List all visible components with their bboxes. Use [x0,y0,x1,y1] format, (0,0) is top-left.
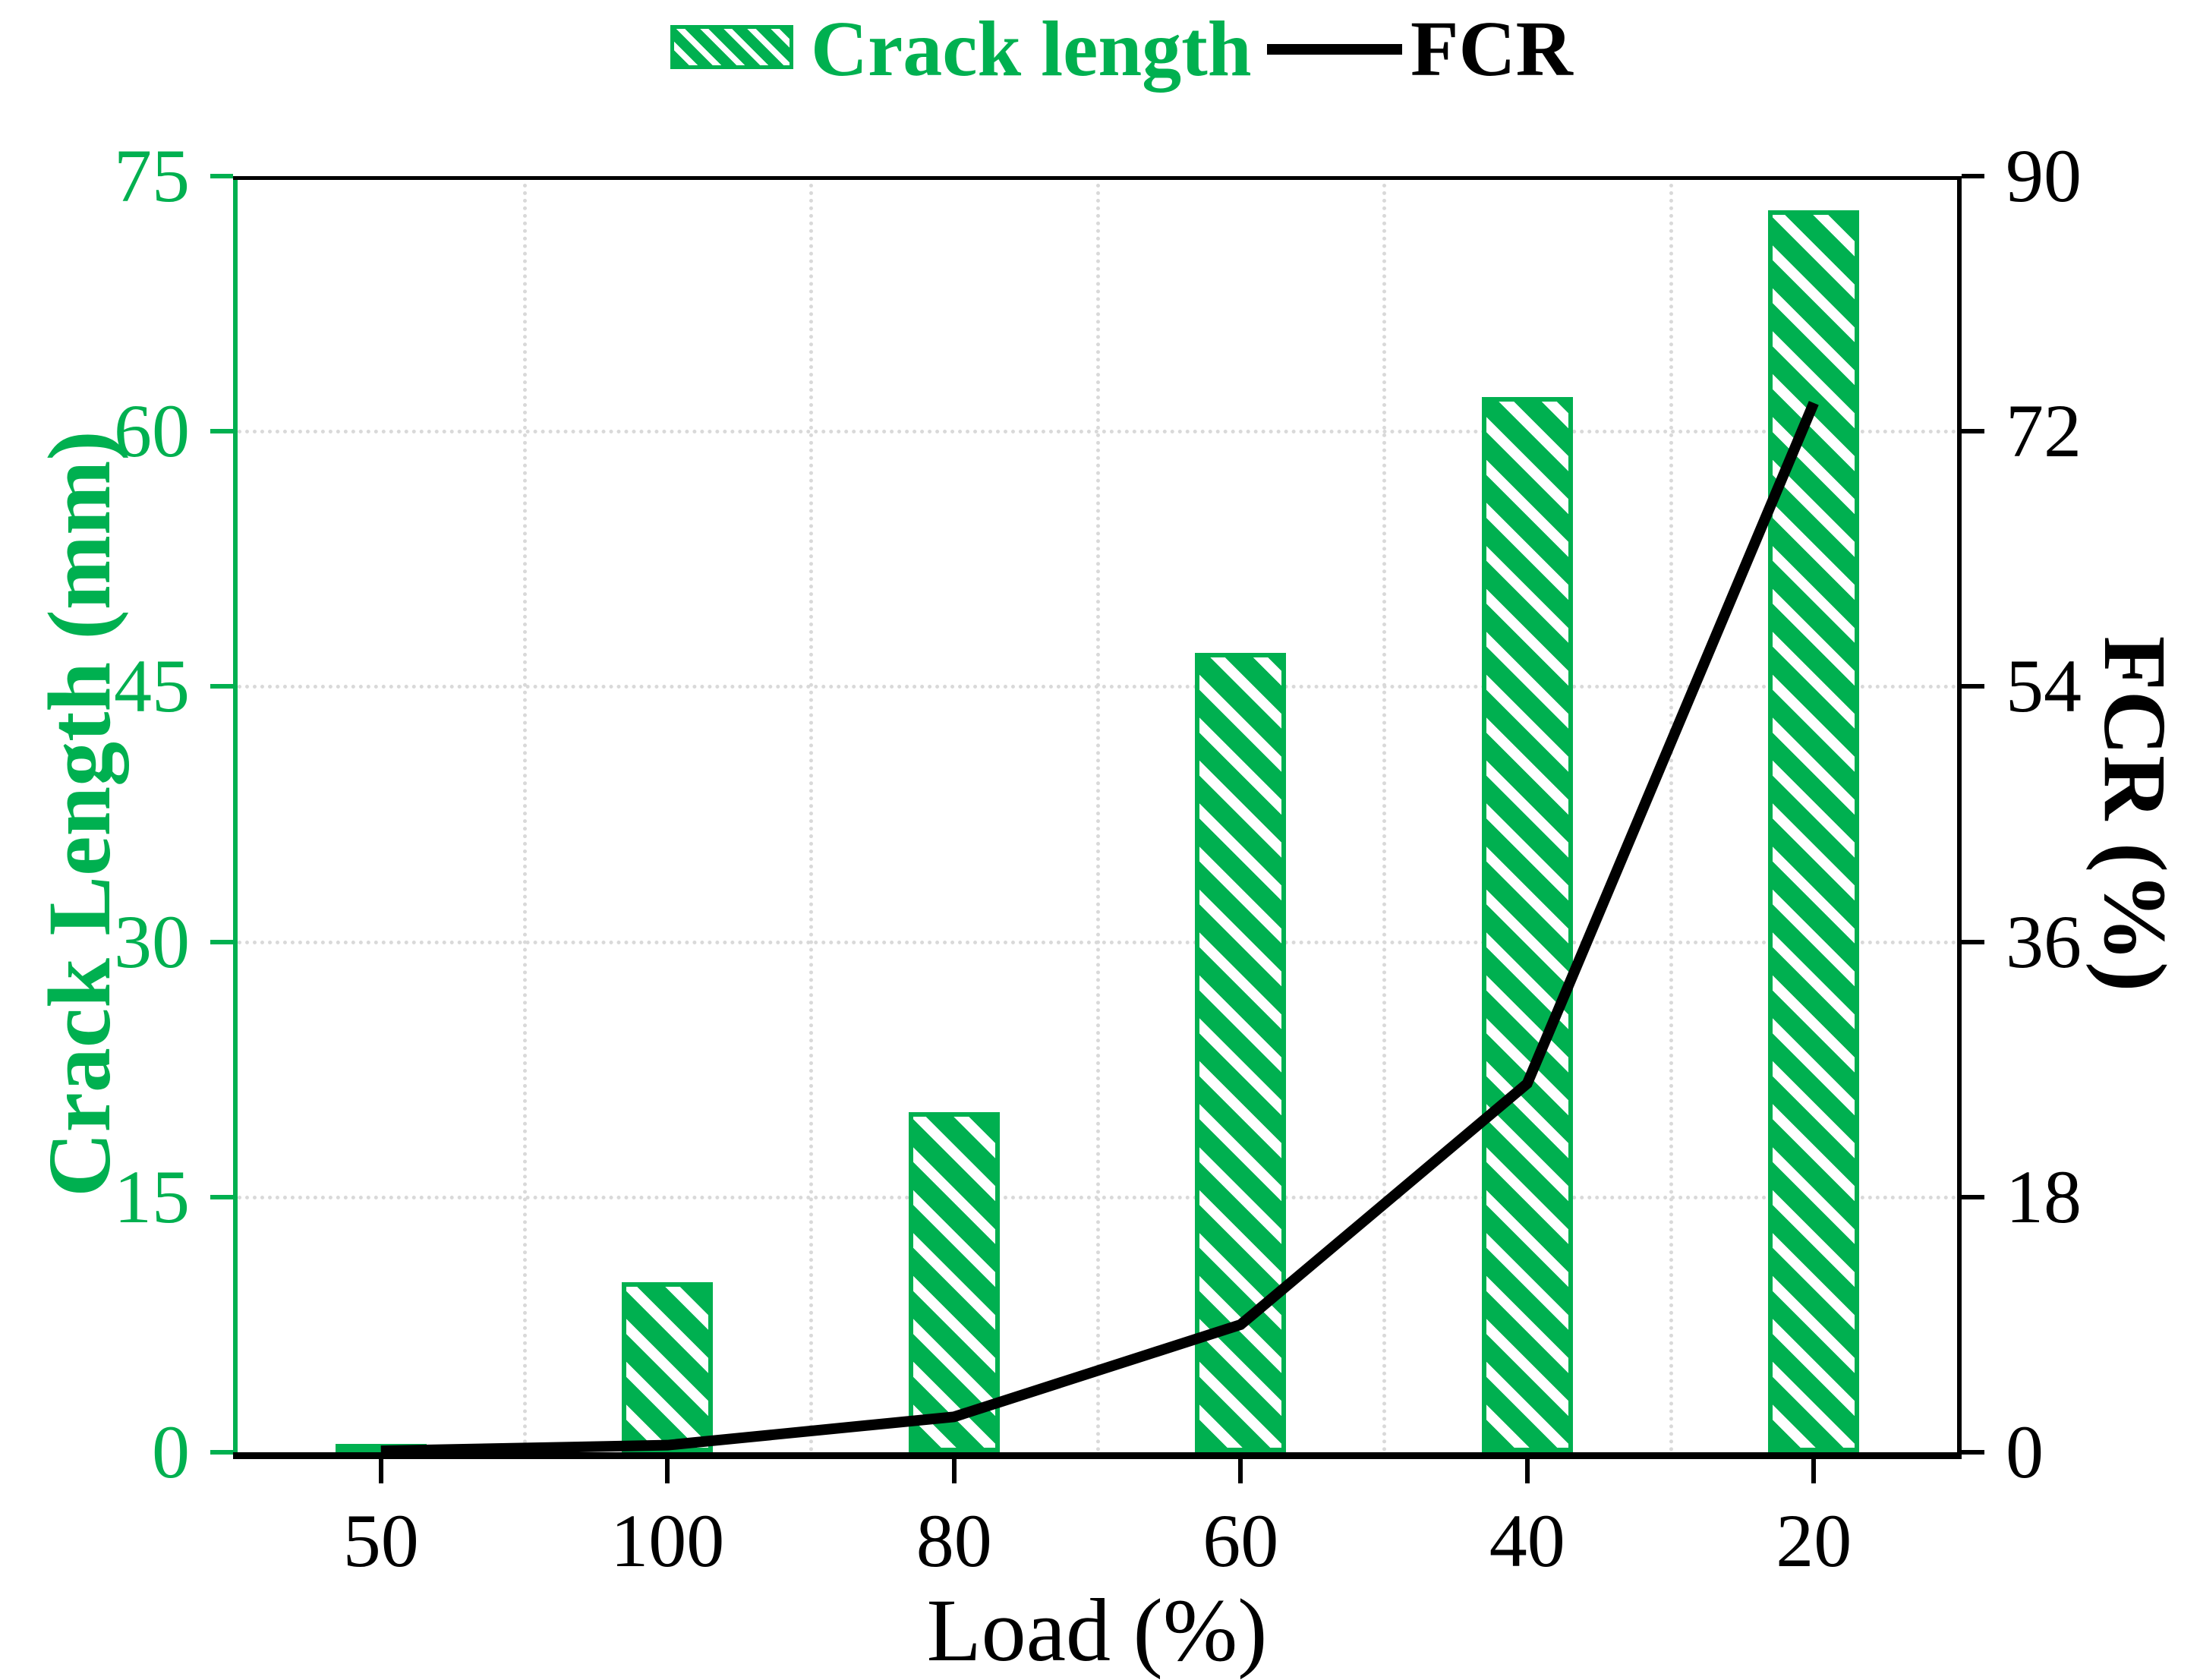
x-tick-label-40: 40 [1489,1499,1565,1583]
y-left-tick-0 [210,1450,233,1455]
x-tick-label-60: 60 [1202,1499,1279,1583]
y-left-tick-60 [210,429,233,434]
y-axis-right-spine [1957,176,1962,1459]
x-axis-title: Load (%) [926,1581,1268,1680]
y-axis-left-spine [233,176,238,1452]
x-axis-spine [233,1452,1962,1459]
y-left-tick-label-45: 45 [114,644,190,729]
y-right-tick-label-18: 18 [2006,1154,2082,1239]
x-tick-label-20: 20 [1776,1499,1852,1583]
y-right-tick-54 [1962,684,1984,689]
x-tick-label-100: 100 [610,1499,725,1583]
y-right-tick-36 [1962,939,1984,944]
top-spine [233,176,1962,180]
x-tick-100 [665,1459,670,1483]
x-tick-50 [378,1459,383,1483]
y-right-tick-90 [1962,174,1984,178]
y-right-tick-label-54: 54 [2006,644,2082,729]
gridline-vertical-5 [1669,176,1673,1452]
y-right-tick-label-36: 36 [2006,899,2082,984]
gridline-vertical-1 [522,176,527,1452]
y-left-tick-30 [210,939,233,944]
y-left-tick-label-15: 15 [114,1154,190,1239]
y-left-tick-15 [210,1194,233,1199]
x-tick-60 [1238,1459,1243,1483]
bar-100 [622,1281,714,1452]
fcr-line [380,401,1819,1457]
x-tick-label-50: 50 [342,1499,419,1583]
y-right-tick-18 [1962,1194,1984,1199]
y-left-tick-45 [210,684,233,689]
x-tick-label-80: 80 [916,1499,992,1583]
y-right-tick-label-72: 72 [2006,389,2082,474]
bar-80 [908,1111,1000,1452]
y-axis-left-title: Crack Length (mm) [30,430,129,1197]
y-right-tick-0 [1962,1450,1984,1455]
gridline-vertical-4 [1382,176,1386,1452]
legend-fcr-line-icon [1267,44,1402,55]
bar-40 [1481,397,1573,1452]
legend-crack-length-label: Crack length [811,5,1252,93]
y-right-tick-72 [1962,429,1984,434]
y-left-tick-label-75: 75 [114,134,190,218]
x-tick-80 [951,1459,957,1483]
gridline-vertical-3 [1095,176,1100,1452]
x-tick-20 [1811,1459,1817,1483]
y-left-tick-label-0: 0 [152,1410,190,1494]
gridline-vertical-2 [809,176,813,1452]
y-right-tick-label-90: 90 [2006,134,2082,218]
x-tick-40 [1524,1459,1530,1483]
y-right-tick-label-0: 0 [2006,1410,2044,1494]
bar-20 [1768,210,1860,1452]
y-left-tick-75 [210,174,233,178]
legend-crack-length-swatch-icon [670,25,793,69]
y-left-tick-label-60: 60 [114,389,190,474]
y-left-tick-label-30: 30 [114,899,190,984]
legend-fcr-label: FCR [1410,5,1573,93]
